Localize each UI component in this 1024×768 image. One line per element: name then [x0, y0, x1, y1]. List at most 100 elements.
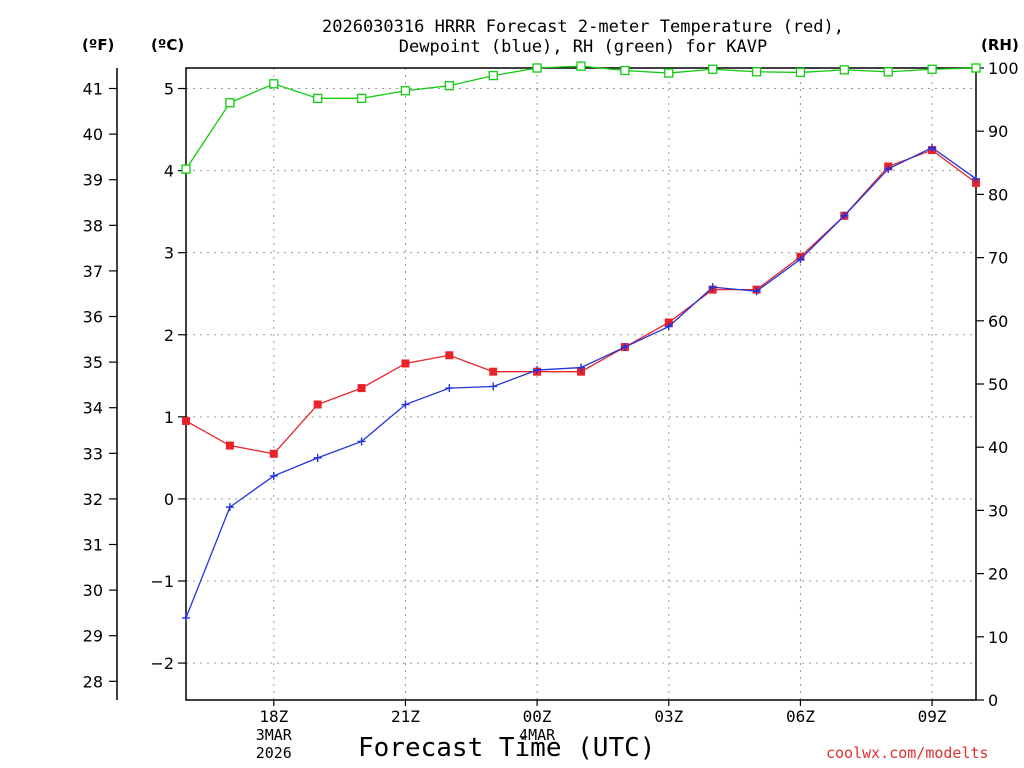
- dewpoint-point: [182, 613, 190, 622]
- rh-tick-label: 60: [988, 312, 1008, 331]
- celsius-tick-label: 1: [164, 408, 174, 427]
- fahrenheit-tick-label: 40: [83, 125, 103, 144]
- rh-tick-label: 20: [988, 565, 1008, 584]
- rh-point: [225, 98, 235, 108]
- credit-link[interactable]: coolwx.com/modelts: [826, 744, 989, 762]
- rh-tick-label: 100: [988, 59, 1019, 78]
- dewpoint-point: [225, 503, 234, 512]
- rh-point: [664, 68, 674, 78]
- dewpoint-point: [972, 174, 980, 183]
- x-tick-label: 21Z: [391, 707, 420, 726]
- fahrenheit-tick-label: 32: [83, 490, 103, 509]
- rh-point: [971, 63, 981, 73]
- dewpoint-line: [185, 146, 977, 619]
- fahrenheit-unit-label: (ºF): [82, 36, 115, 54]
- x-tick-sublabel: 2026: [256, 744, 292, 762]
- rh-point: [620, 65, 630, 76]
- celsius-tick-label: 3: [164, 244, 174, 263]
- rh-tick-label: 50: [988, 375, 1008, 394]
- rh-point: [751, 67, 762, 77]
- rh-point: [708, 64, 718, 74]
- temperature-line: [185, 149, 977, 455]
- dewpoint-point: [752, 287, 761, 296]
- celsius-tick-label: 2: [164, 326, 174, 345]
- rh-point: [795, 67, 806, 78]
- rh-unit-label: (RH): [981, 36, 1019, 54]
- celsius-tick-label: 0: [164, 490, 174, 509]
- dewpoint-point: [445, 384, 454, 393]
- rh-point: [181, 164, 191, 174]
- dewpoint-point: [884, 164, 893, 173]
- dewpoint-point: [489, 382, 498, 391]
- plot-frame: [185, 67, 977, 701]
- x-tick-label: 09Z: [918, 707, 947, 726]
- rh-point: [927, 64, 937, 74]
- fahrenheit-tick-label: 31: [83, 536, 103, 555]
- rh-point: [356, 93, 367, 103]
- chart-title-line2: Dewpoint (blue), RH (green) for KAVP: [398, 37, 768, 57]
- celsius-tick-label: 4: [164, 162, 174, 181]
- celsius-unit-label: (ºC): [151, 36, 185, 54]
- celsius-tick-label: −2: [150, 654, 174, 673]
- temperature-point: [577, 367, 585, 376]
- temperature-point: [357, 384, 366, 393]
- dewpoint-point: [840, 211, 849, 220]
- dewpoint-point: [533, 366, 542, 375]
- x-tick-label: 03Z: [654, 707, 683, 726]
- x-tick-sublabel: 4MAR: [519, 726, 556, 744]
- rh-tick-label: 30: [988, 501, 1008, 520]
- x-tick-label: 00Z: [523, 707, 552, 726]
- dewpoint-point: [577, 363, 585, 372]
- fahrenheit-tick-label: 37: [83, 262, 103, 281]
- dewpoint-point: [269, 471, 278, 480]
- dewpoint-point: [357, 437, 366, 446]
- celsius-tick-label: −1: [150, 572, 174, 591]
- rh-point: [444, 81, 454, 91]
- temperature-point: [401, 359, 410, 368]
- rh-tick-label: 10: [988, 628, 1008, 647]
- rh-point: [488, 70, 498, 81]
- chart-title-line1: 2026030316 HRRR Forecast 2-meter Tempera…: [322, 17, 844, 37]
- rh-point: [532, 63, 542, 73]
- dewpoint-point: [620, 343, 629, 352]
- fahrenheit-tick-label: 41: [83, 80, 103, 99]
- fahrenheit-tick-label: 38: [83, 216, 103, 235]
- fahrenheit-tick-label: 35: [83, 353, 103, 372]
- rh-tick-label: 80: [988, 185, 1008, 204]
- rh-point: [269, 79, 279, 89]
- dewpoint-point: [313, 453, 322, 462]
- rh-tick-label: 90: [988, 122, 1008, 141]
- rh-tick-label: 70: [988, 249, 1008, 268]
- fahrenheit-tick-label: 29: [83, 627, 103, 646]
- temperature-point: [225, 441, 234, 450]
- rh-point: [313, 93, 323, 103]
- rh-point: [400, 86, 411, 96]
- temperature-point: [269, 449, 278, 458]
- dewpoint-point: [708, 283, 717, 292]
- fahrenheit-tick-label: 39: [83, 171, 103, 190]
- dewpoint-point: [796, 255, 805, 264]
- rh-tick-label: 0: [988, 691, 998, 710]
- fahrenheit-tick-label: 30: [83, 581, 103, 600]
- x-tick-label: 18Z: [259, 707, 288, 726]
- fahrenheit-tick-label: 36: [83, 308, 103, 327]
- fahrenheit-tick-label: 28: [83, 672, 103, 691]
- fahrenheit-tick-label: 33: [83, 444, 103, 463]
- x-tick-sublabel: 3MAR: [256, 726, 293, 744]
- rh-point: [839, 65, 849, 75]
- fahrenheit-tick-label: 34: [83, 399, 103, 418]
- rh-point: [576, 61, 586, 71]
- dewpoint-point: [928, 143, 937, 152]
- temperature-point: [664, 318, 673, 327]
- temperature-point: [182, 416, 190, 425]
- temperature-point: [445, 351, 454, 360]
- temperature-point: [489, 367, 498, 376]
- x-tick-label: 06Z: [786, 707, 815, 726]
- rh-line: [185, 65, 977, 170]
- x-axis-label: Forecast Time (UTC): [358, 733, 656, 763]
- dewpoint-point: [664, 322, 673, 331]
- rh-point: [883, 67, 893, 77]
- dewpoint-point: [401, 400, 410, 409]
- temperature-point: [313, 400, 322, 409]
